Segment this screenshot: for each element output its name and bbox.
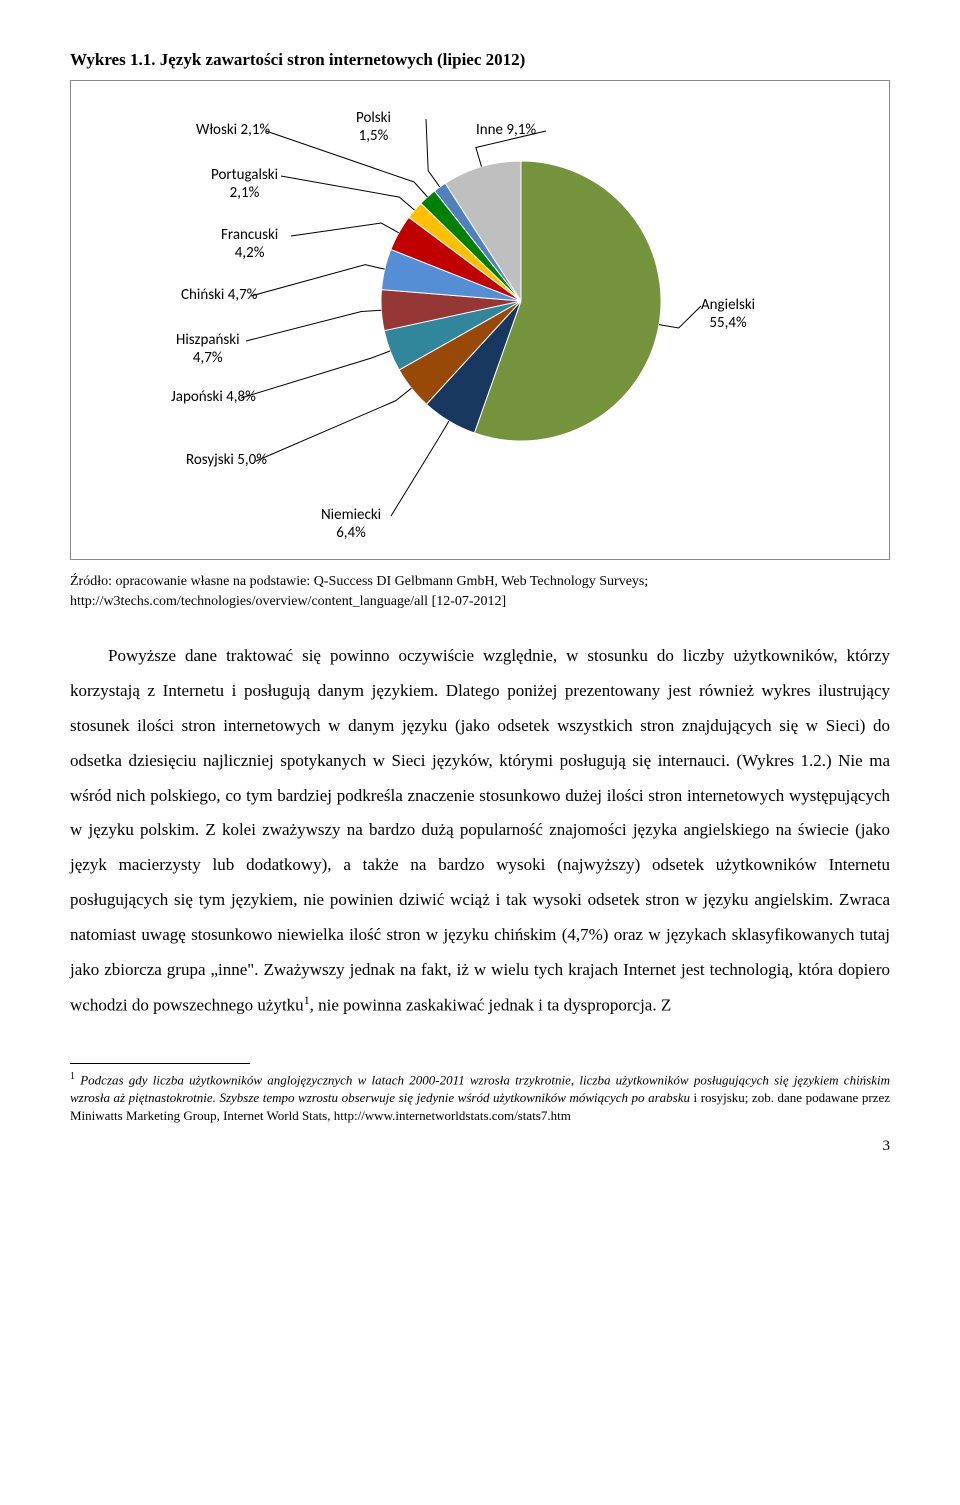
leader-line xyxy=(241,351,390,398)
paragraph-tail: , nie powinna zaskakiwać jednak i ta dys… xyxy=(310,995,672,1014)
slice-label-włoski: Włoski 2,1% xyxy=(196,121,270,139)
chart-title: Wykres 1.1. Język zawartości stron inter… xyxy=(70,50,890,70)
paragraph-main: Powyższe dane traktować się powinno oczy… xyxy=(70,646,890,1014)
body-paragraph: Powyższe dane traktować się powinno oczy… xyxy=(70,639,890,1023)
pie-chart-container: Angielski55,4% Niemiecki6,4% Rosyjski 5,0%… xyxy=(70,80,890,560)
footnote: 1 Podczas gdy liczba użytkowników angloj… xyxy=(70,1070,890,1124)
slice-label-hiszpański: Hiszpański4,7% xyxy=(176,331,240,367)
pie-svg xyxy=(81,91,881,551)
leader-line xyxy=(291,223,399,236)
pie-chart: Angielski55,4%Niemiecki6,4%Rosyjski 5,0%… xyxy=(81,91,879,529)
leader-line xyxy=(251,265,385,296)
leader-line xyxy=(246,310,381,341)
footnote-number: 1 xyxy=(70,1071,75,1082)
slice-label-chiński: Chiński 4,7% xyxy=(181,286,257,304)
page-number: 3 xyxy=(70,1138,890,1155)
leader-line xyxy=(391,421,449,516)
footnote-separator xyxy=(70,1063,250,1064)
slice-label-niemiecki: Niemiecki6,4% xyxy=(321,506,381,542)
leader-line xyxy=(426,119,440,187)
leader-line xyxy=(256,388,411,461)
leader-line xyxy=(281,176,415,210)
slice-label-francuski: Francuski4,2% xyxy=(221,226,278,262)
slice-label-inne: Inne 9,1% xyxy=(476,121,536,139)
slice-label-polski: Polski1,5% xyxy=(356,109,391,145)
chart-source: Źródło: opracowanie własne na podstawie:… xyxy=(70,572,890,611)
leader-line xyxy=(266,131,427,197)
leader-line xyxy=(659,306,701,328)
slice-label-japoński: Japoński 4,8% xyxy=(171,388,256,406)
slice-label-portugalski: Portugalski2,1% xyxy=(211,166,278,202)
slice-label-rosyjski: Rosyjski 5,0% xyxy=(186,451,267,469)
slice-label-angielski: Angielski55,4% xyxy=(701,296,755,332)
source-line-1: Źródło: opracowanie własne na podstawie:… xyxy=(70,574,648,589)
source-line-2: http://w3techs.com/technologies/overview… xyxy=(70,594,506,609)
